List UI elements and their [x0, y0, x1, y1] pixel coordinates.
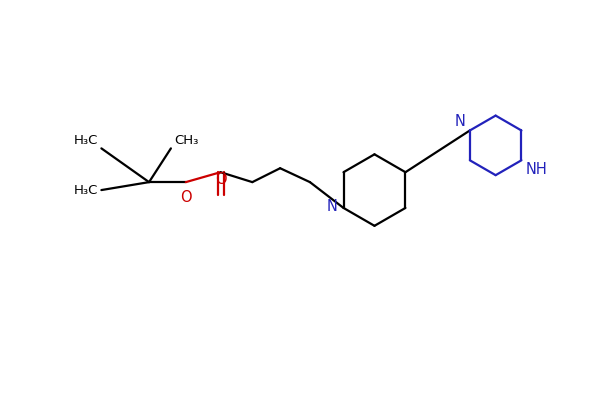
Text: O: O — [180, 190, 191, 205]
Text: H₃C: H₃C — [74, 134, 98, 147]
Text: CH₃: CH₃ — [174, 134, 198, 147]
Text: H₃C: H₃C — [74, 184, 98, 196]
Text: NH: NH — [526, 162, 547, 177]
Text: N: N — [455, 114, 466, 128]
Text: O: O — [215, 172, 226, 187]
Text: N: N — [326, 200, 338, 214]
